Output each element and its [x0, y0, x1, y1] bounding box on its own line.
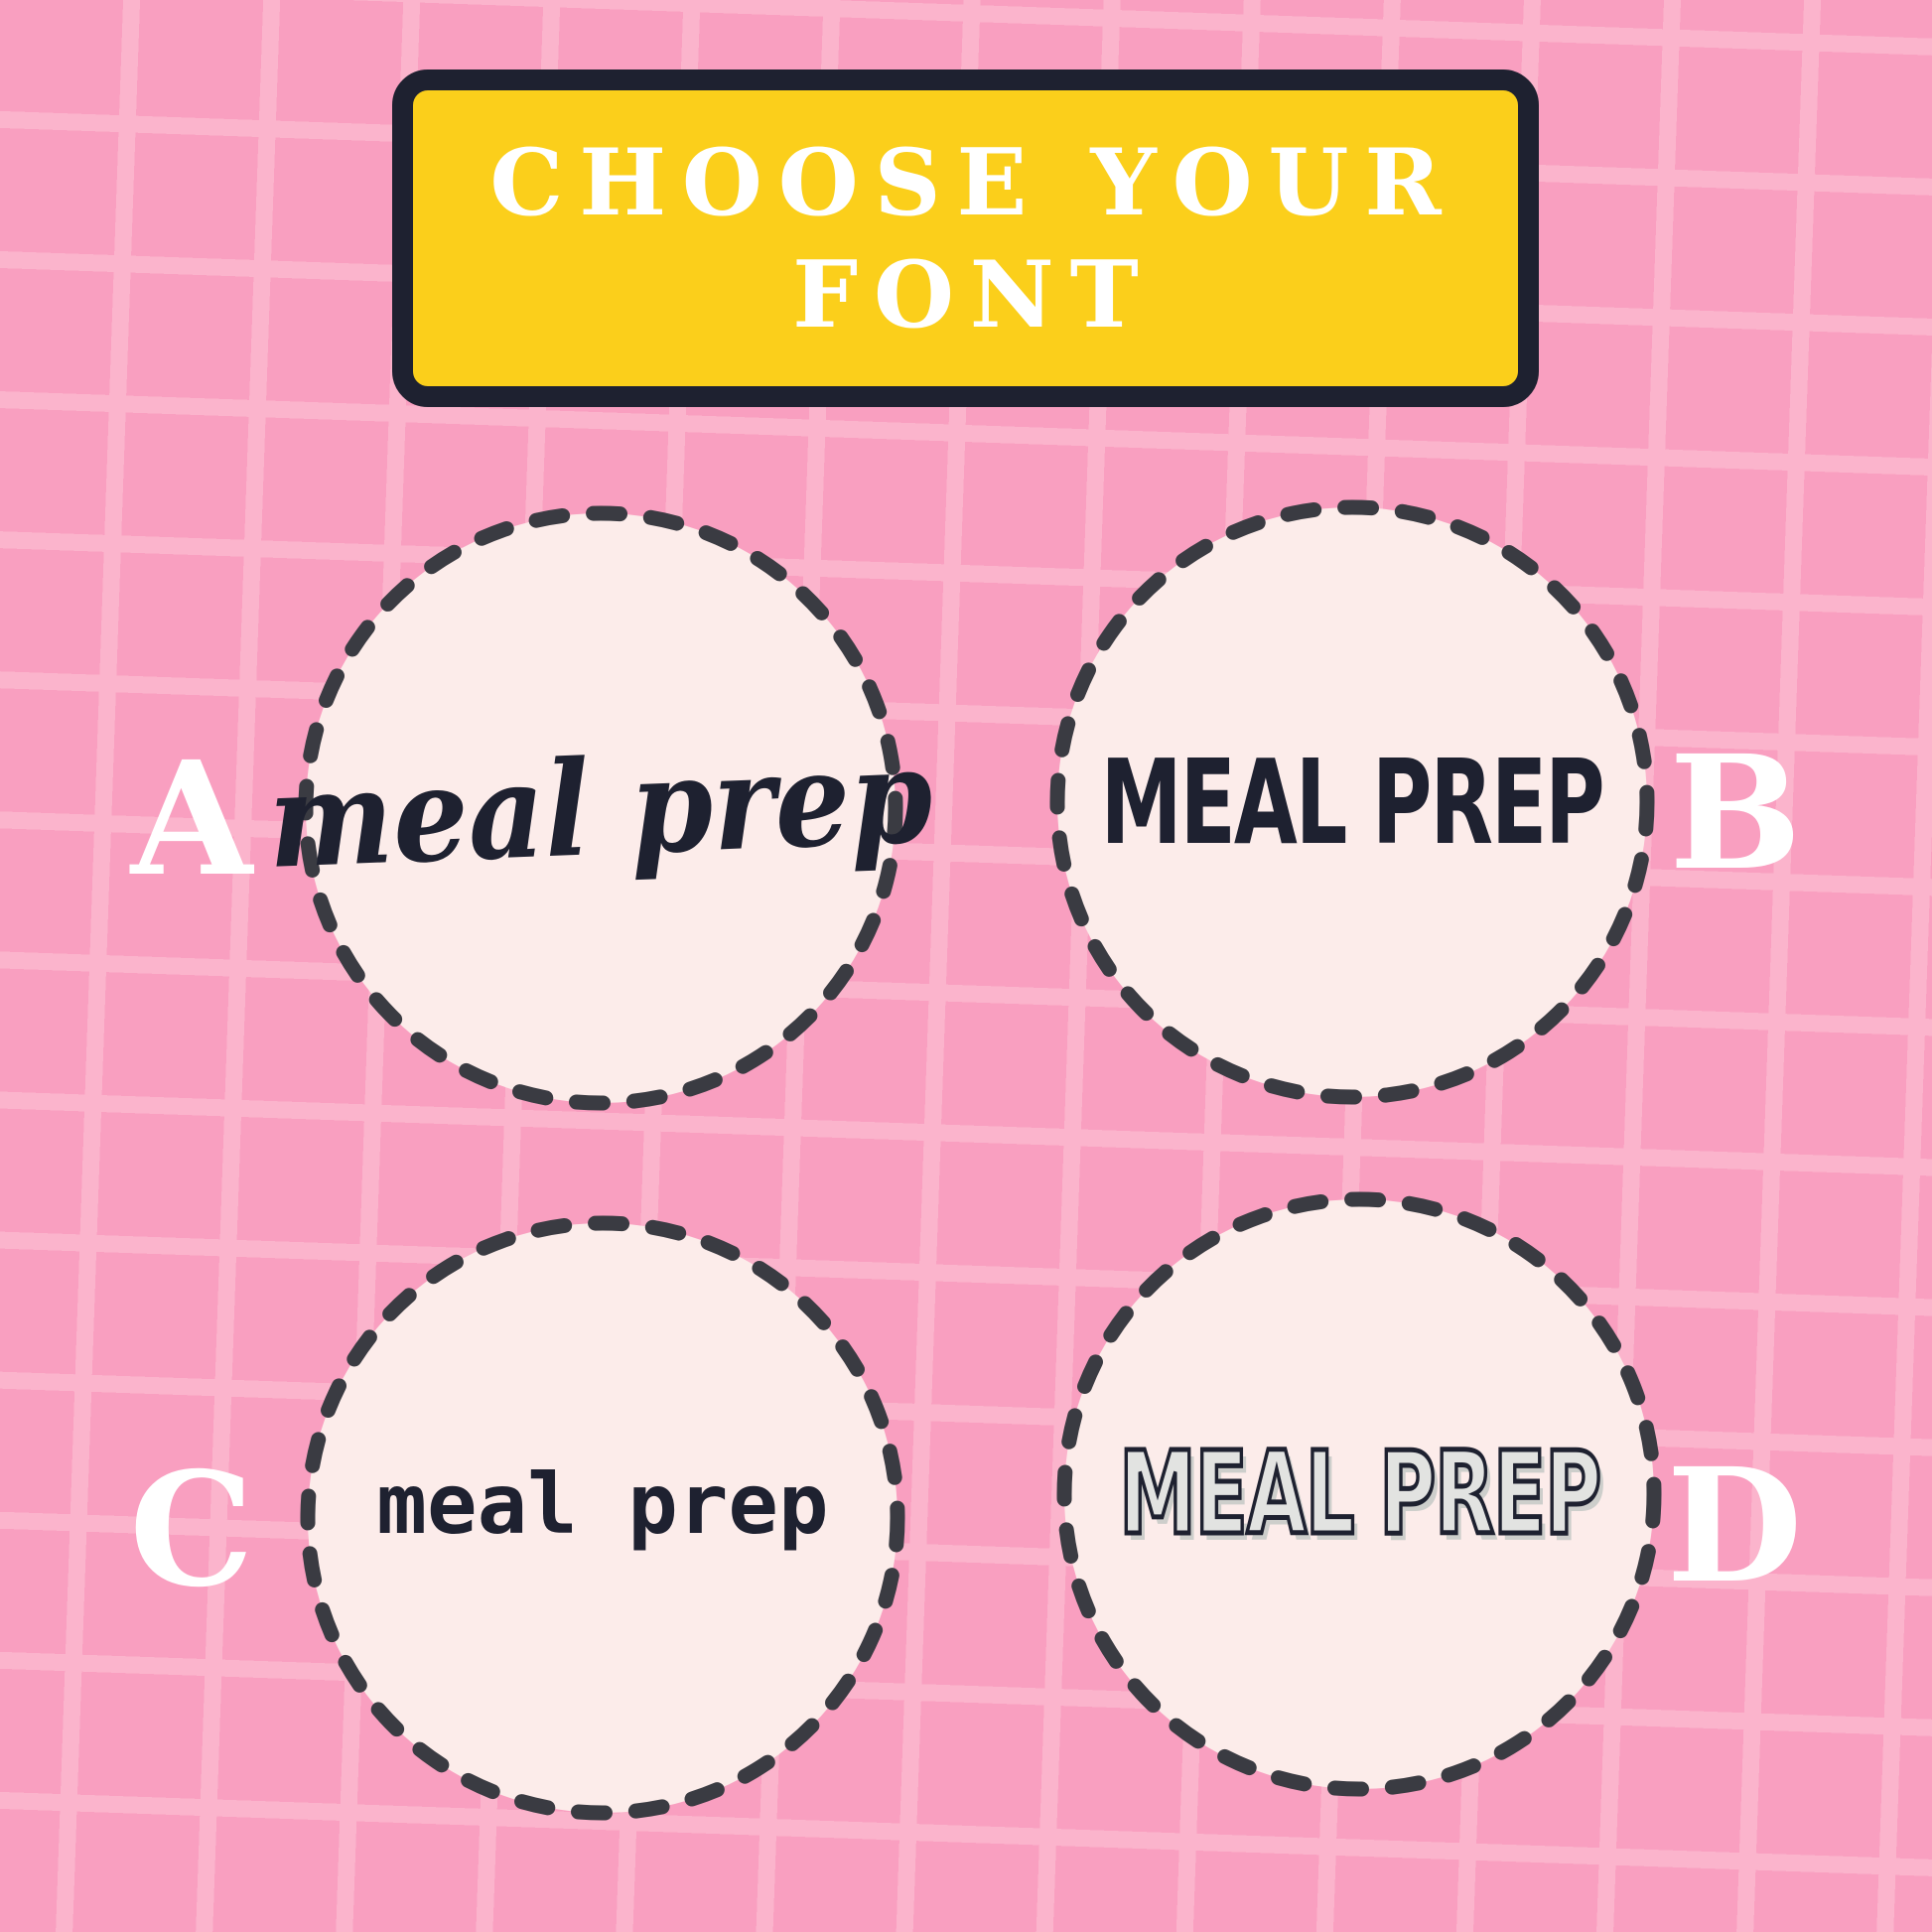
option-d-letter: D — [1666, 1435, 1803, 1618]
option-d-sample-box: MEAL PREP — [1052, 1187, 1666, 1801]
option-a-letter: A — [130, 728, 253, 911]
option-c-letter: C — [129, 1439, 254, 1622]
dashed-circle-icon — [300, 1215, 905, 1821]
option-a-circle: meal prep — [266, 501, 935, 1115]
option-c-circle: meal prep — [296, 1211, 909, 1825]
option-b-circle: MEAL PREP — [1045, 495, 1659, 1109]
dashed-circle-icon — [298, 505, 903, 1111]
page-title-line-2: FONT — [792, 240, 1155, 348]
title-banner: CHOOSE YOUR FONT — [392, 69, 1539, 407]
font-sample-script: meal prep — [266, 718, 935, 898]
option-b-sample-box: MEAL PREP — [1045, 495, 1659, 1109]
page-title-line-1: CHOOSE YOUR — [489, 127, 1457, 236]
dashed-circle-icon — [1049, 499, 1655, 1105]
option-b-letter: B — [1669, 722, 1802, 905]
font-sample-typewriter: meal prep — [376, 1455, 829, 1553]
font-sample-bold-caps: MEAL PREP — [1100, 734, 1605, 871]
option-d-circle: MEAL PREP — [1052, 1187, 1666, 1801]
option-c-sample-box: meal prep — [296, 1211, 909, 1825]
option-a-sample-box: meal prep — [266, 501, 935, 1115]
dashed-circle-icon — [1056, 1191, 1662, 1797]
font-sample-outline-caps: MEAL PREP — [1117, 1426, 1603, 1564]
